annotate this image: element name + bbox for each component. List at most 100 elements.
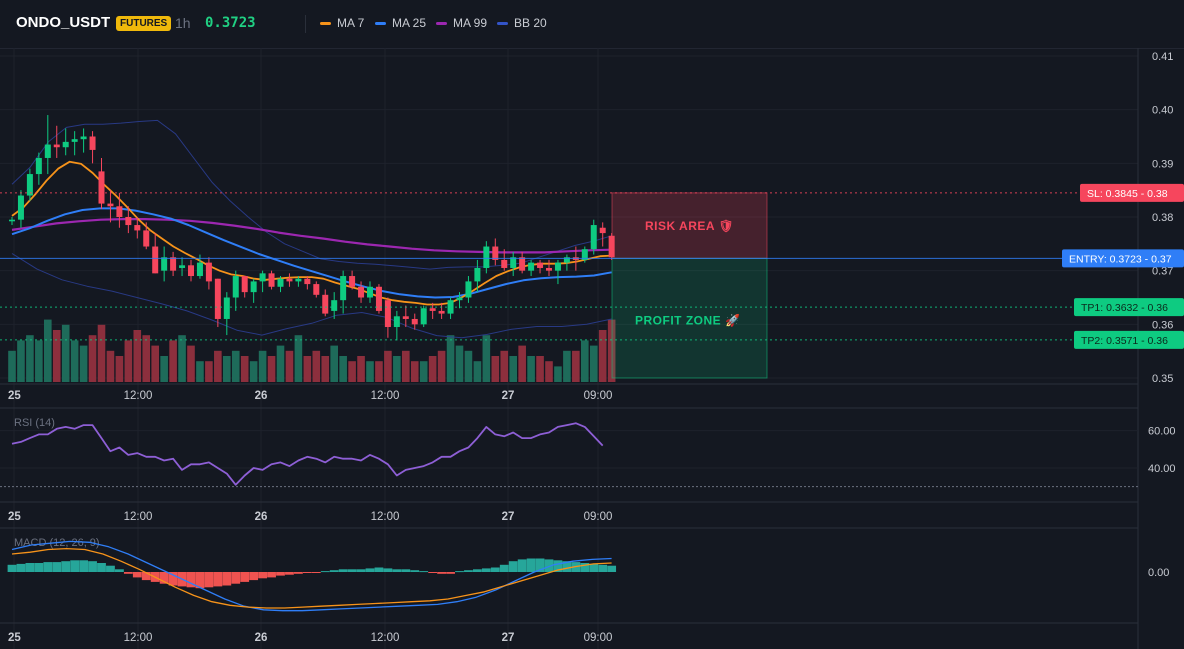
candle-body [510,257,517,268]
candle-body [528,262,535,271]
volume-bar [133,330,142,382]
main-time-label: 12:00 [124,390,153,402]
tp-tag-label: TP2: 0.3571 - 0.36 [1081,335,1168,347]
timeframe-label[interactable]: 1h [175,15,191,31]
candle-body [268,273,275,287]
candle-body [581,249,588,260]
macd-time-label: 27 [502,632,515,644]
macd-histogram-bar [365,568,375,572]
bb-lower-line [11,253,612,339]
candle-body [250,281,257,293]
macd-histogram-bar [410,570,420,572]
macd-histogram-bar [204,572,214,588]
macd-histogram-bar [499,564,509,572]
tp-tag-bg [1074,298,1184,317]
candle-body [205,262,212,282]
volume-bar [231,350,240,382]
candle-body [134,225,141,231]
macd-histogram-bar [141,572,151,581]
volume-bar [536,356,544,382]
macd-histogram-bar [195,572,205,589]
macd-histogram-bar [168,572,178,586]
volume-bar [598,330,607,382]
candle-body [170,257,177,271]
legend-ma25[interactable]: MA 25 [375,16,426,30]
profit-zone [611,257,768,379]
tp-level-tag: TP2: 0.3571 - 0.36 [1074,330,1184,349]
macd-histogram-bar [544,559,554,572]
header-divider [305,15,306,33]
volume-bar [276,345,285,382]
macd-histogram-bar [7,564,17,572]
candle-body [80,136,87,140]
legend-ma99[interactable]: MA 99 [436,16,487,30]
macd-histogram-bar [213,572,223,587]
macd-histogram-bar [562,561,572,572]
candle-body [313,284,320,295]
macd-histogram-bar [320,571,330,573]
volume-bar [491,356,500,382]
macd-histogram-bar [490,567,500,572]
candle-body [537,262,544,268]
macd-histogram-bar [311,572,321,573]
price-tick-label: 0.41 [1152,51,1173,63]
macd-histogram-bar [473,569,482,572]
macd-histogram-bar [240,572,250,582]
rsi-tick-label: 60.00 [1148,426,1176,438]
macd-histogram-bar [186,572,196,588]
volume-bar [151,345,159,382]
legend-bb20[interactable]: BB 20 [497,16,547,30]
candle-body [161,257,168,271]
volume-bar [581,340,589,382]
macd-histogram-bar [79,560,88,572]
candle-body [116,206,123,217]
volume-bar [428,356,437,382]
main-time-label: 26 [255,390,268,402]
macd-histogram-bar [401,569,411,572]
macd-histogram-bar [25,563,35,572]
legend-ma7-swatch [320,21,331,25]
main-time-label: 09:00 [584,390,613,402]
candle-body [349,276,356,287]
volume-bar [258,350,267,382]
volume-bar [554,366,562,382]
candle-body [331,300,338,311]
price-tick-label: 0.37 [1152,266,1173,278]
candle-body [483,246,490,268]
symbol-label[interactable]: ONDO_USDT [16,14,111,31]
candle-body [125,217,132,226]
macd-histogram-bar [302,572,312,573]
risk-area-label: RISK AREA 🛡 [645,219,734,233]
macd-histogram-bar [16,563,26,572]
main-time-label: 27 [502,390,515,402]
volume-bar [321,356,330,382]
volume-bar [509,356,517,382]
macd-histogram-bar [437,572,446,574]
macd-histogram-bar [338,569,348,572]
macd-signal-line [11,547,612,609]
legend-ma7-label: MA 7 [337,16,365,30]
macd-histogram-bar [132,572,142,578]
macd-time-label: 09:00 [584,632,613,644]
volume-bar [303,356,312,382]
candle-body [501,259,508,268]
macd-time-label: 26 [255,632,268,644]
macd-histogram-bar [347,569,357,572]
legend-ma7[interactable]: MA 7 [320,16,364,30]
candle-body [599,227,606,234]
macd-histogram-bar [508,561,518,572]
macd-histogram-bar [34,563,44,572]
macd-histogram-bar [580,563,590,572]
volume-bar [214,350,222,382]
candle-body [98,171,105,204]
volume-bar [482,335,491,382]
macd-histogram-bar [419,571,429,573]
macd-line [11,540,612,612]
tp-level-tag: TP1: 0.3632 - 0.36 [1074,298,1184,317]
volume-bar [8,350,16,382]
candle-body [429,308,436,311]
macd-histogram-bar [285,572,294,575]
macd-histogram-bar [455,571,464,573]
price-tick-label: 0.38 [1152,212,1173,224]
